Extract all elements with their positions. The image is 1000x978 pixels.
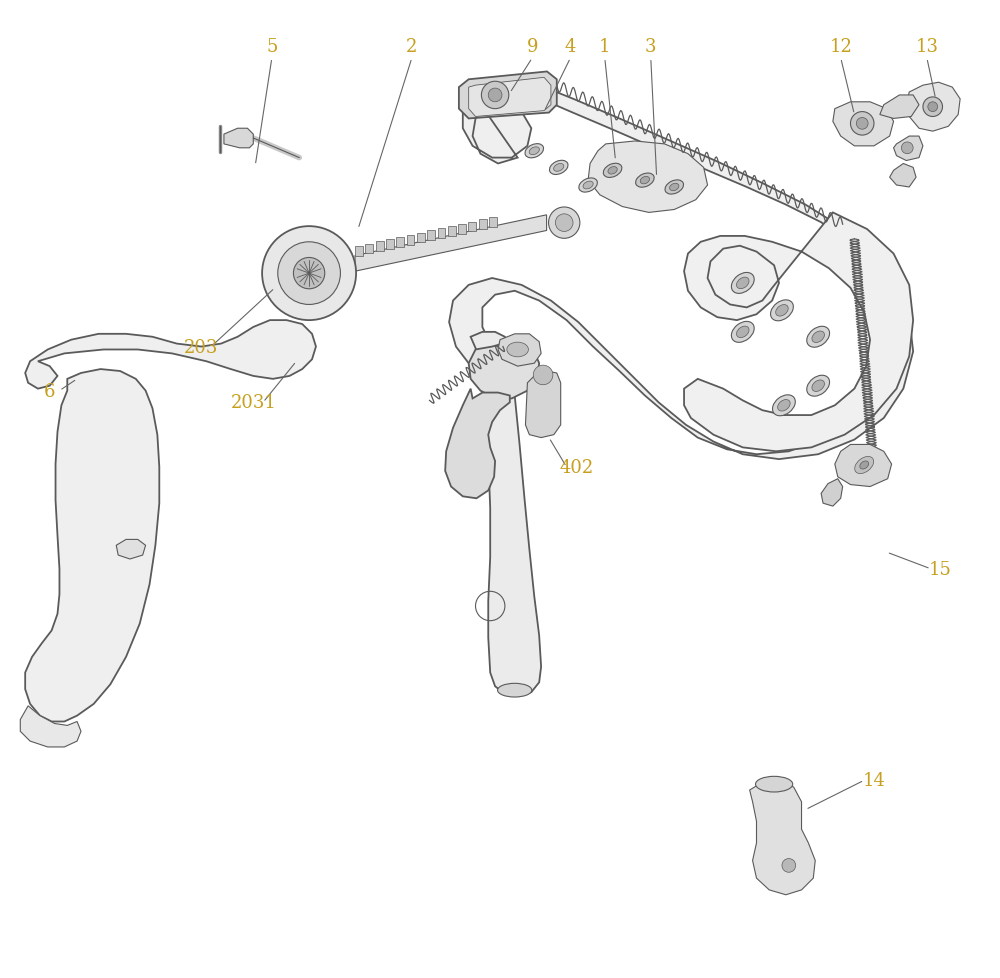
Text: 3: 3 bbox=[645, 38, 657, 56]
Circle shape bbox=[923, 98, 943, 117]
Text: 5: 5 bbox=[266, 38, 278, 56]
Polygon shape bbox=[750, 780, 815, 895]
Ellipse shape bbox=[525, 145, 544, 158]
Polygon shape bbox=[525, 372, 561, 438]
Polygon shape bbox=[684, 213, 913, 452]
Ellipse shape bbox=[507, 343, 528, 358]
Polygon shape bbox=[355, 215, 547, 272]
Ellipse shape bbox=[665, 181, 684, 195]
Polygon shape bbox=[906, 83, 960, 132]
Ellipse shape bbox=[549, 161, 568, 175]
Ellipse shape bbox=[670, 184, 679, 192]
Text: 9: 9 bbox=[527, 38, 538, 56]
Ellipse shape bbox=[529, 148, 539, 156]
Ellipse shape bbox=[771, 300, 793, 322]
Circle shape bbox=[293, 258, 325, 289]
Text: 2: 2 bbox=[406, 38, 418, 56]
Polygon shape bbox=[365, 244, 373, 254]
Polygon shape bbox=[489, 218, 497, 228]
Ellipse shape bbox=[773, 395, 795, 417]
Polygon shape bbox=[498, 334, 541, 367]
Ellipse shape bbox=[731, 322, 754, 343]
Text: 15: 15 bbox=[929, 560, 952, 578]
Text: 14: 14 bbox=[863, 772, 885, 789]
Polygon shape bbox=[438, 229, 445, 239]
Polygon shape bbox=[448, 227, 456, 237]
Polygon shape bbox=[449, 80, 913, 460]
Text: 4: 4 bbox=[565, 38, 576, 56]
Polygon shape bbox=[468, 222, 476, 232]
Text: 203: 203 bbox=[184, 338, 219, 356]
Circle shape bbox=[850, 112, 874, 136]
Circle shape bbox=[856, 118, 868, 130]
Circle shape bbox=[901, 143, 913, 155]
Polygon shape bbox=[833, 103, 894, 147]
Ellipse shape bbox=[640, 177, 650, 185]
Polygon shape bbox=[427, 231, 435, 241]
Polygon shape bbox=[890, 164, 916, 188]
Ellipse shape bbox=[554, 164, 564, 172]
Circle shape bbox=[782, 859, 796, 872]
Circle shape bbox=[278, 243, 340, 305]
Text: 6: 6 bbox=[44, 382, 55, 400]
Text: 402: 402 bbox=[559, 459, 593, 476]
Ellipse shape bbox=[778, 400, 790, 412]
Ellipse shape bbox=[812, 380, 824, 392]
Polygon shape bbox=[880, 96, 919, 119]
Circle shape bbox=[262, 227, 356, 321]
Ellipse shape bbox=[579, 179, 597, 193]
Ellipse shape bbox=[812, 332, 824, 343]
Polygon shape bbox=[386, 240, 394, 249]
Text: 1: 1 bbox=[599, 38, 611, 56]
Ellipse shape bbox=[807, 376, 830, 397]
Polygon shape bbox=[459, 72, 557, 119]
Polygon shape bbox=[821, 479, 843, 507]
Ellipse shape bbox=[855, 457, 874, 474]
Polygon shape bbox=[116, 540, 146, 559]
Polygon shape bbox=[376, 243, 384, 252]
Polygon shape bbox=[25, 370, 159, 722]
Ellipse shape bbox=[603, 164, 622, 178]
Circle shape bbox=[549, 207, 580, 239]
Circle shape bbox=[533, 366, 553, 385]
Circle shape bbox=[555, 214, 573, 232]
Ellipse shape bbox=[776, 305, 788, 317]
Polygon shape bbox=[469, 78, 551, 117]
Circle shape bbox=[928, 103, 938, 112]
Polygon shape bbox=[894, 137, 923, 161]
Polygon shape bbox=[469, 342, 539, 399]
Polygon shape bbox=[417, 234, 425, 244]
Ellipse shape bbox=[860, 462, 869, 469]
Polygon shape bbox=[355, 246, 363, 256]
Ellipse shape bbox=[608, 167, 617, 175]
Text: 13: 13 bbox=[915, 38, 938, 56]
Ellipse shape bbox=[498, 684, 532, 697]
Ellipse shape bbox=[756, 777, 793, 792]
Polygon shape bbox=[835, 445, 892, 487]
Polygon shape bbox=[25, 321, 316, 389]
Ellipse shape bbox=[636, 174, 654, 188]
Ellipse shape bbox=[583, 182, 593, 190]
Polygon shape bbox=[479, 220, 487, 230]
Polygon shape bbox=[20, 706, 81, 747]
Ellipse shape bbox=[737, 278, 749, 289]
Polygon shape bbox=[407, 236, 414, 245]
Circle shape bbox=[481, 82, 509, 110]
Text: 12: 12 bbox=[829, 38, 852, 56]
Circle shape bbox=[488, 89, 502, 103]
Polygon shape bbox=[396, 238, 404, 247]
Ellipse shape bbox=[731, 273, 754, 294]
Ellipse shape bbox=[807, 327, 830, 348]
Polygon shape bbox=[445, 389, 510, 499]
Text: 2031: 2031 bbox=[230, 394, 276, 412]
Polygon shape bbox=[458, 225, 466, 235]
Ellipse shape bbox=[737, 327, 749, 338]
Polygon shape bbox=[471, 333, 541, 696]
Polygon shape bbox=[588, 142, 708, 213]
Polygon shape bbox=[224, 129, 253, 149]
